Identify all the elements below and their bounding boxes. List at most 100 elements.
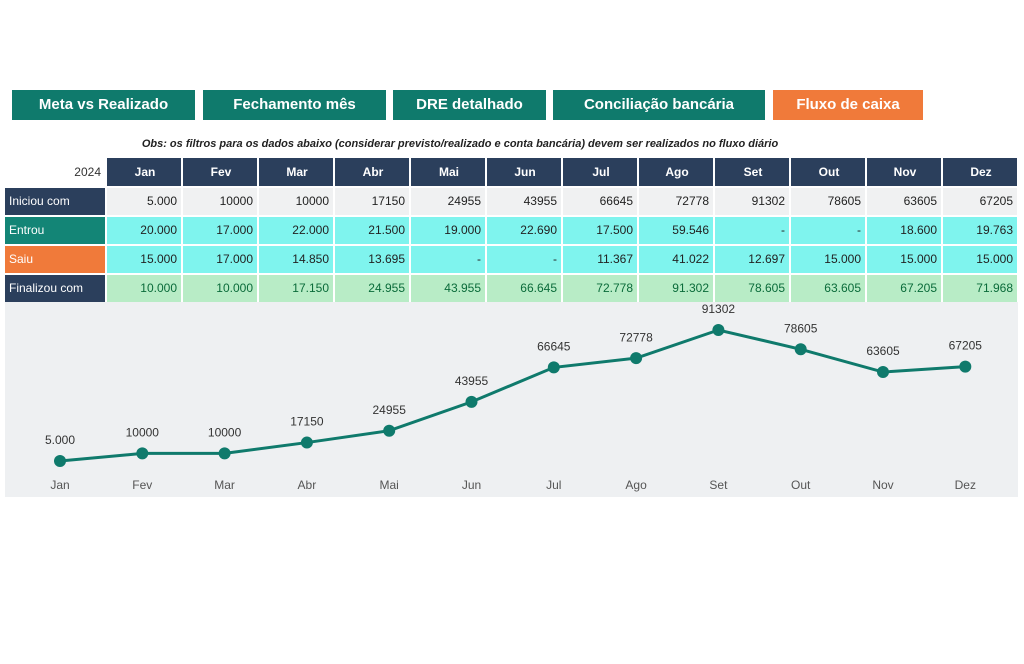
cell-value: 91302 (752, 194, 786, 208)
x-tick-label: Out (791, 478, 811, 492)
row-label-cell (5, 275, 105, 302)
cell-value: 66645 (600, 194, 634, 208)
cell-value: 67205 (980, 194, 1014, 208)
tab[interactable] (203, 90, 386, 120)
cell (867, 188, 941, 215)
cell-value: 63605 (904, 194, 938, 208)
header-cell (411, 158, 485, 186)
row-label: Iniciou com (9, 194, 70, 208)
cell-value: - (477, 252, 481, 266)
tab-label[interactable]: Conciliação bancária (584, 96, 735, 113)
cell-value: 24.955 (368, 281, 405, 295)
cell (335, 275, 409, 302)
cell (715, 188, 789, 215)
header-label: Abr (363, 165, 384, 179)
cell-value: 72.778 (596, 281, 633, 295)
cell (107, 275, 181, 302)
year: 2024 (74, 165, 101, 179)
tab[interactable] (12, 90, 195, 120)
line (59, 328, 966, 463)
header-cell (335, 158, 409, 186)
cell (867, 275, 941, 302)
x-tick-label: Mai (380, 478, 399, 492)
cell-value: 43.955 (444, 281, 481, 295)
cell (487, 188, 561, 215)
point (630, 352, 643, 365)
cell-value: 66.645 (520, 281, 557, 295)
cell (335, 188, 409, 215)
tab[interactable] (393, 90, 546, 120)
data-label: 17150 (290, 415, 324, 429)
tab[interactable] (773, 90, 923, 120)
cell-value: 12.697 (748, 252, 785, 266)
x-tick-label: Jun (462, 478, 481, 492)
note: Obs: os filtros para os dados abaixo (co… (142, 138, 779, 150)
tab-label[interactable]: DRE detalhado (416, 96, 523, 113)
data-label: 43955 (455, 374, 489, 388)
cell-value: 17150 (372, 194, 406, 208)
header-cell (563, 158, 637, 186)
data-label: 91302 (702, 302, 736, 316)
cell (335, 217, 409, 244)
header-cell (639, 158, 713, 186)
cell (183, 275, 257, 302)
cell-value: 17.000 (216, 252, 253, 266)
cell (791, 275, 865, 302)
cell-value: 67.205 (900, 281, 937, 295)
cell (943, 217, 1017, 244)
cell-value: 17.000 (216, 223, 253, 237)
tab-label[interactable]: Fluxo de caixa (796, 96, 900, 113)
data-label: 5.000 (45, 433, 75, 447)
tab[interactable] (553, 90, 765, 120)
cell-value: 15.000 (824, 252, 861, 266)
cell (791, 188, 865, 215)
cell-value: 20.000 (140, 223, 177, 237)
header-label: Mar (286, 165, 308, 179)
cell-value: 59.546 (672, 223, 709, 237)
row-label: Entrou (9, 223, 44, 237)
cell-value: 21.500 (368, 223, 405, 237)
cell-value: 18.600 (900, 223, 937, 237)
point (383, 424, 396, 437)
chart-area (5, 302, 1018, 497)
cell-value: 22.690 (520, 223, 557, 237)
point (218, 447, 231, 460)
cell-value: 5.000 (147, 194, 177, 208)
header-cell (487, 158, 561, 186)
cell (943, 188, 1017, 215)
cell (943, 246, 1017, 273)
cell (107, 217, 181, 244)
point (712, 324, 725, 336)
x-tick-label: Mar (214, 478, 235, 492)
cell (183, 188, 257, 215)
cell-value: 14.850 (292, 252, 329, 266)
cell (183, 246, 257, 273)
header-label: Nov (894, 165, 917, 179)
x-tick-label: Jul (546, 478, 561, 492)
cell (715, 275, 789, 302)
cell-value: 17.500 (596, 223, 633, 237)
tab-label[interactable]: Fechamento mês (233, 96, 356, 113)
cell-value: 22.000 (292, 223, 329, 237)
header-cell (183, 158, 257, 186)
x-tick-label: Abr (298, 478, 317, 492)
tab-label[interactable]: Meta vs Realizado (39, 96, 168, 113)
cell (259, 275, 333, 302)
data-label: 72778 (619, 330, 653, 344)
point (547, 361, 560, 374)
header-label: Jan (135, 165, 156, 179)
data-label: 10000 (126, 426, 160, 440)
cell-value: 17.150 (292, 281, 329, 295)
cell-value: 19.763 (976, 223, 1013, 237)
cell-value: 78.605 (748, 281, 785, 295)
cell (107, 188, 181, 215)
data-label: 63605 (866, 344, 900, 358)
data-label: 24955 (373, 403, 407, 417)
cell-value: 10000 (220, 194, 254, 208)
cell-value: 10.000 (216, 281, 253, 295)
cell (639, 217, 713, 244)
cell (867, 217, 941, 244)
cell (563, 217, 637, 244)
x-tick-label: Dez (955, 478, 976, 492)
